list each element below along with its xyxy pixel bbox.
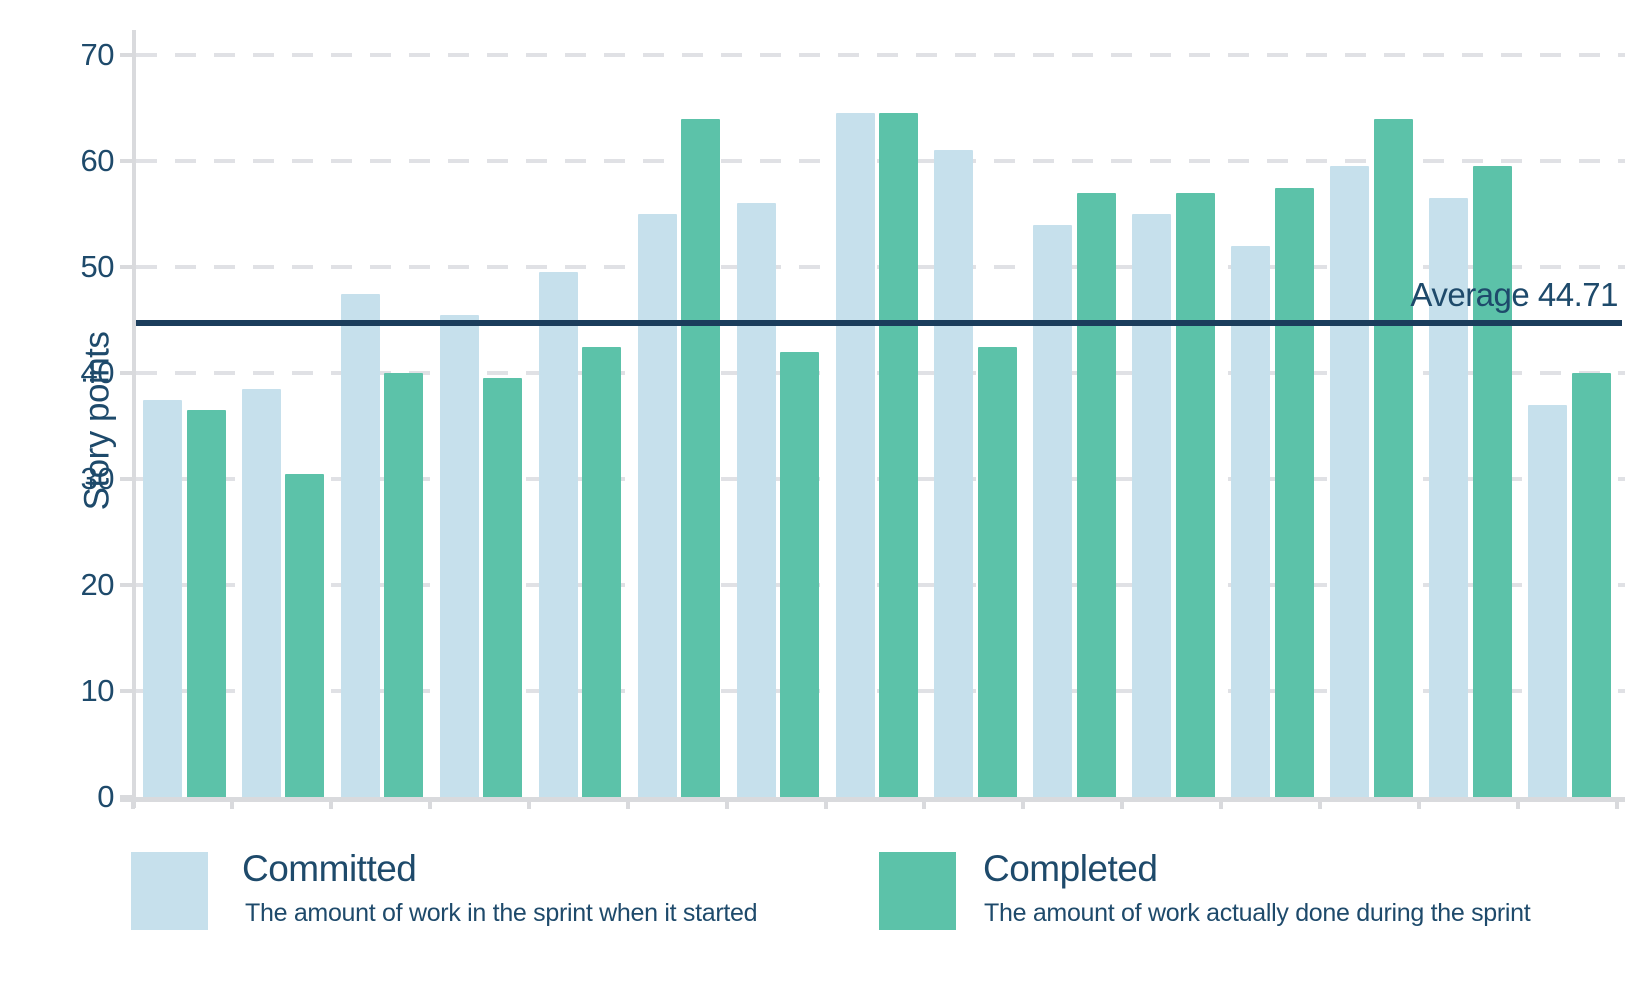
y-axis-tick-60 xyxy=(120,159,136,163)
bar-completed-sprint-10 xyxy=(1076,192,1116,797)
x-axis-tick-5 xyxy=(625,797,630,809)
x-axis-tick-2 xyxy=(328,797,333,809)
gridline-70 xyxy=(136,53,1625,57)
y-axis-line xyxy=(132,30,136,808)
bar-committed-sprint-6 xyxy=(637,214,677,797)
y-axis-tick-10 xyxy=(120,689,136,693)
x-axis-tick-9 xyxy=(1021,797,1026,809)
x-axis-tick-14 xyxy=(1516,797,1521,809)
y-axis-tick-50 xyxy=(120,265,136,269)
bar-completed-sprint-12 xyxy=(1274,187,1314,797)
bar-completed-sprint-11 xyxy=(1175,192,1215,797)
legend-title-committed: Committed xyxy=(242,848,417,889)
x-axis-tick-6 xyxy=(724,797,729,809)
bar-completed-sprint-5 xyxy=(582,346,622,797)
legend-description-completed: The amount of work actually done during … xyxy=(984,899,1531,927)
bar-completed-sprint-9 xyxy=(977,346,1017,797)
bar-committed-sprint-10 xyxy=(1033,224,1073,797)
bar-completed-sprint-6 xyxy=(681,118,721,797)
bar-committed-sprint-8 xyxy=(835,113,875,797)
bar-committed-sprint-3 xyxy=(340,293,380,797)
legend-title-completed: Completed xyxy=(983,848,1158,889)
bar-committed-sprint-9 xyxy=(934,150,974,797)
x-axis-tick-7 xyxy=(823,797,828,809)
y-axis-tick-70 xyxy=(120,53,136,57)
x-axis-tick-1 xyxy=(229,797,234,809)
bar-completed-sprint-8 xyxy=(879,113,918,797)
y-axis-tick-20 xyxy=(120,583,136,587)
bar-completed-sprint-7 xyxy=(780,351,820,797)
bar-committed-sprint-15 xyxy=(1528,404,1568,797)
bar-committed-sprint-5 xyxy=(538,272,578,797)
y-axis-label-70: 70 xyxy=(80,37,115,72)
bar-committed-sprint-4 xyxy=(439,314,479,797)
y-axis-label-0: 0 xyxy=(97,779,114,814)
x-axis-line xyxy=(120,797,1625,802)
bar-committed-sprint-13 xyxy=(1330,166,1370,797)
bar-completed-sprint-2 xyxy=(285,473,325,797)
x-axis-tick-4 xyxy=(526,797,531,809)
bar-completed-sprint-1 xyxy=(186,410,226,797)
bar-committed-sprint-11 xyxy=(1132,214,1172,797)
y-axis-label-20: 20 xyxy=(80,567,115,602)
legend-description-committed: The amount of work in the sprint when it… xyxy=(245,899,758,927)
y-axis-label-40: 40 xyxy=(80,355,115,390)
x-axis-tick-0 xyxy=(131,797,135,809)
bar-committed-sprint-2 xyxy=(241,388,281,797)
legend-swatch-committed xyxy=(131,852,208,930)
bar-committed-sprint-1 xyxy=(143,399,182,797)
x-axis-tick-13 xyxy=(1417,797,1422,809)
x-axis-tick-12 xyxy=(1318,797,1323,809)
y-axis-label-10: 10 xyxy=(80,673,115,708)
x-axis-tick-3 xyxy=(427,797,432,809)
x-axis-tick-15 xyxy=(1614,797,1619,809)
bar-completed-sprint-14 xyxy=(1472,166,1512,797)
average-line xyxy=(136,320,1622,327)
y-axis-tick-30 xyxy=(120,477,136,481)
y-axis-tick-40 xyxy=(120,371,136,375)
bar-committed-sprint-7 xyxy=(736,203,776,797)
bar-completed-sprint-15 xyxy=(1571,373,1611,797)
bar-completed-sprint-3 xyxy=(384,373,424,797)
bar-completed-sprint-4 xyxy=(483,378,523,797)
bar-completed-sprint-13 xyxy=(1373,118,1413,797)
bar-committed-sprint-12 xyxy=(1231,245,1271,797)
average-line-label: Average 44.71 xyxy=(1410,276,1618,313)
bar-committed-sprint-14 xyxy=(1429,198,1469,797)
y-axis-label-30: 30 xyxy=(80,461,115,496)
x-axis-tick-11 xyxy=(1219,797,1224,809)
x-axis-tick-8 xyxy=(922,797,927,809)
y-axis-label-50: 50 xyxy=(80,249,115,284)
x-axis-tick-10 xyxy=(1120,797,1125,809)
legend-swatch-completed xyxy=(879,852,956,930)
y-axis-label-60: 60 xyxy=(80,143,115,178)
